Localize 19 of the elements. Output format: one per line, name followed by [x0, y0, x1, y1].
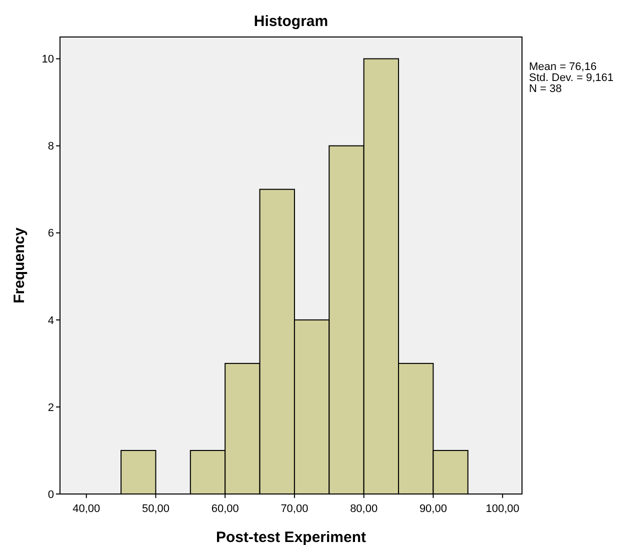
x-tick-label: 90,00 — [419, 503, 447, 515]
y-tick-label: 10 — [42, 54, 54, 66]
x-tick-label: 70,00 — [280, 503, 308, 515]
x-tick-label: 50,00 — [142, 503, 170, 515]
y-tick-label: 2 — [48, 402, 54, 414]
text: N = 38 — [529, 83, 562, 95]
x-axis-title: Post-test Experiment — [216, 529, 366, 545]
chart-title: Histogram — [254, 13, 328, 30]
x-tick-label: 60,00 — [211, 503, 239, 515]
y-tick-label: 0 — [48, 488, 54, 501]
y-axis-title: Frequency — [11, 226, 28, 304]
y-tick-label: 4 — [48, 314, 54, 327]
text: Std. Dev. = 9,161 — [529, 72, 614, 84]
text: Mean = 76,16 — [529, 61, 597, 73]
x-tick-label: 100,00 — [486, 503, 520, 515]
y-tick-label: 6 — [48, 228, 54, 240]
x-tick-label: 80,00 — [350, 503, 378, 515]
y-tick-label: 8 — [48, 140, 54, 153]
x-tick-label: 40,00 — [72, 503, 100, 515]
